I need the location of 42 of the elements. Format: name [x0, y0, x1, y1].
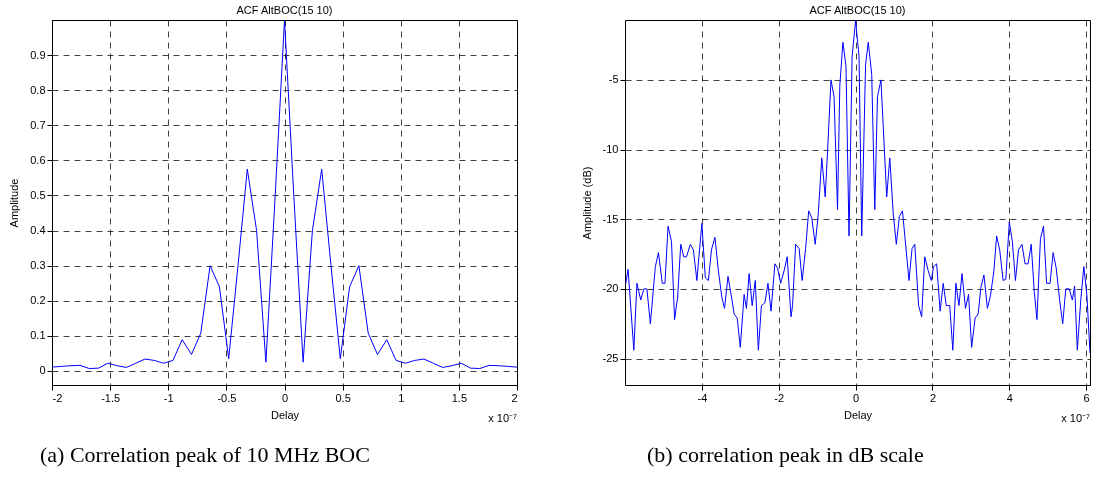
y-tick-label: -5: [608, 73, 619, 86]
y-tick-label: 0.1: [30, 329, 46, 342]
y-tick-label: -25: [602, 352, 619, 365]
text: x 10⁻⁷: [1061, 412, 1091, 424]
x-tick-label: -2: [774, 391, 785, 404]
text: x 10⁻⁷: [488, 412, 518, 424]
x-tick-label: 1.5: [451, 391, 468, 404]
y-tick-label: 0.6: [30, 153, 46, 166]
text: (b) correlation peak in dB scale: [647, 442, 924, 467]
x-tick-label: 6: [1083, 391, 1090, 404]
y-tick-label: 0.7: [30, 118, 46, 131]
x-tick-label: 4: [1006, 391, 1013, 404]
y-tick-label: 0.2: [30, 294, 46, 307]
y-tick-label: 0: [39, 364, 46, 377]
y-tick-label: -10: [602, 143, 619, 156]
x-axis-title: Delay: [843, 408, 873, 421]
line-series: [625, 20, 1090, 354]
x-tick-label: -2: [52, 391, 63, 404]
y-tick-label: 0.9: [30, 48, 46, 61]
x-tick-label: 0: [853, 391, 860, 404]
y-tick-label: -20: [602, 282, 619, 295]
y-tick-label: 0.8: [30, 83, 46, 96]
y-tick-label: 0.4: [30, 224, 46, 237]
x-axis-title: Delay: [270, 408, 300, 421]
x-tick-label: -4: [697, 391, 708, 404]
x-tick-label: 0: [281, 391, 289, 404]
x-tick-label: -0.5: [217, 391, 237, 404]
x-tick-label: 0.5: [335, 391, 351, 404]
y-axis-title: Amplitude: [8, 178, 21, 228]
x-tick-label: 1: [398, 391, 405, 404]
y-tick-label: 0.3: [30, 259, 46, 272]
y-tick-label: 0.5: [30, 188, 46, 201]
x-tick-label: -1: [163, 391, 174, 404]
y-axis-title: Amplitude (dB): [580, 166, 593, 240]
x-tick-label: -1.5: [101, 391, 121, 404]
chart-title: ACF AltBOC(15 10): [236, 4, 333, 16]
chart-title: ACF AltBOC(15 10): [809, 4, 906, 16]
text: (a) Correlation peak of 10 MHz BOC: [40, 442, 370, 467]
y-tick-label: -15: [602, 212, 619, 225]
line-series: [52, 20, 517, 370]
x-tick-label: 2: [511, 391, 518, 404]
x-tick-label: 2: [929, 391, 936, 404]
